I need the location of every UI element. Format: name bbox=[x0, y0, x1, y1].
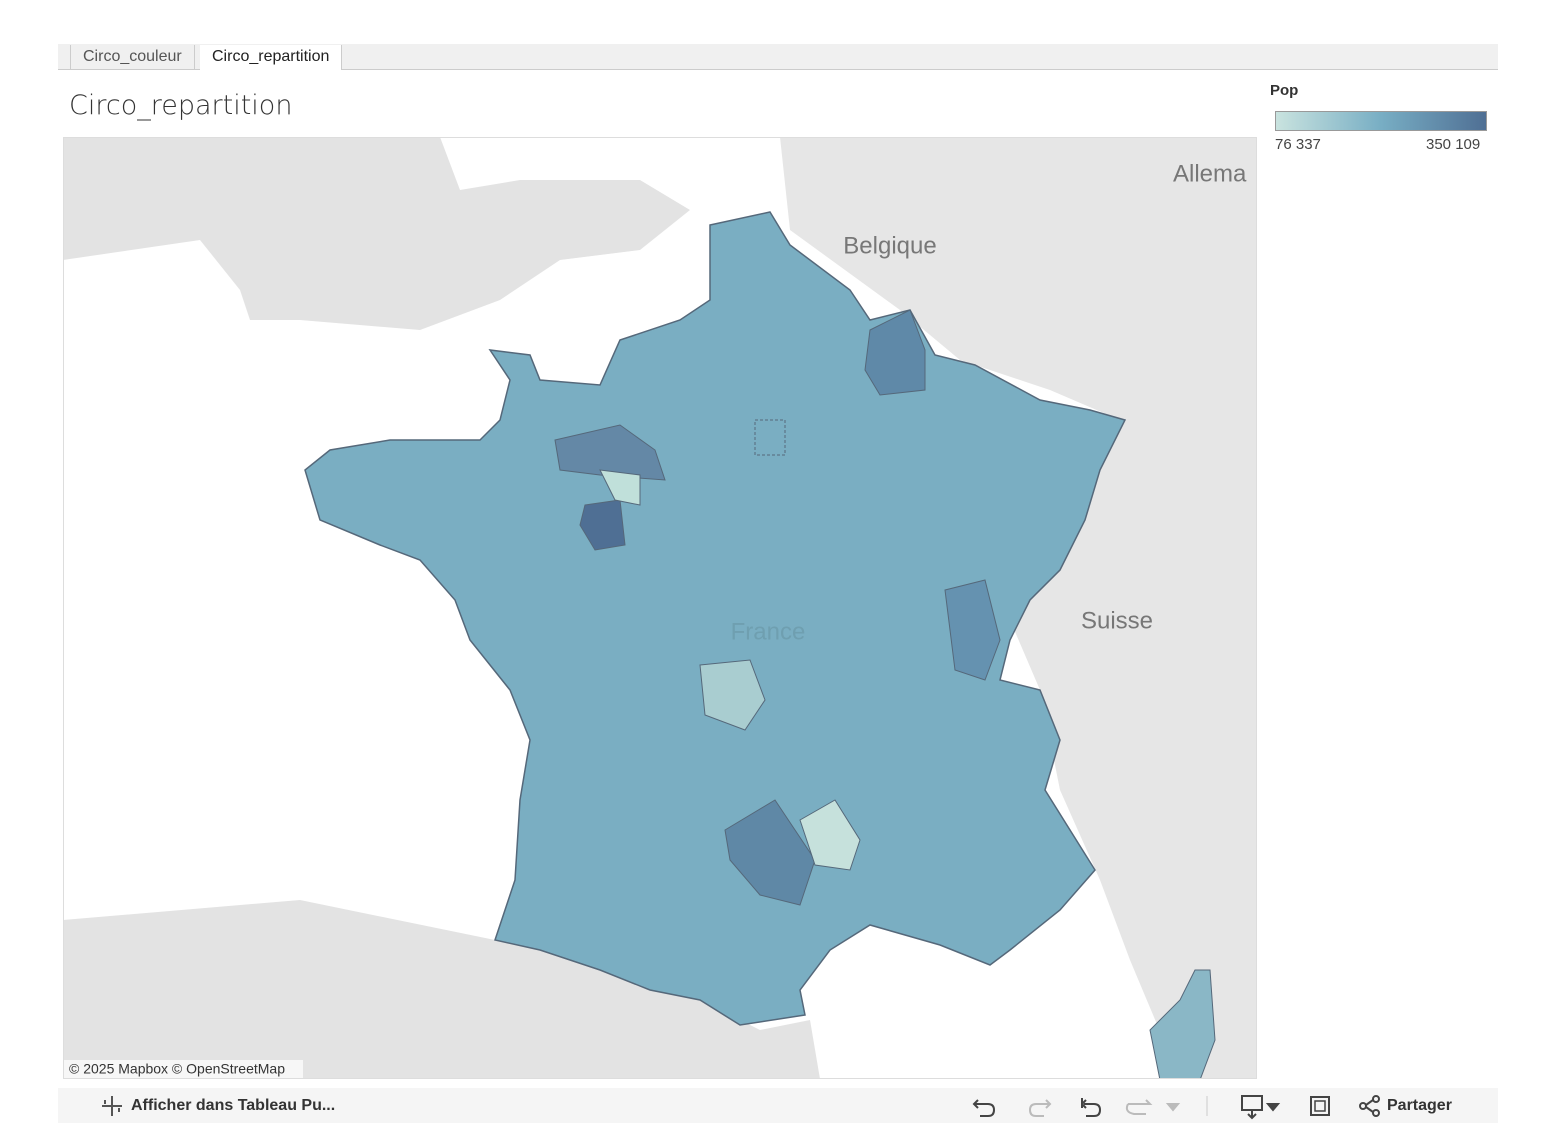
attribution-bg bbox=[63, 1060, 303, 1079]
open-in-public[interactable]: Afficher dans Tableau Pu... bbox=[131, 1097, 336, 1114]
france-regions bbox=[304, 211, 1127, 1026]
map-label: France bbox=[731, 618, 806, 645]
region-light bbox=[799, 799, 861, 871]
map-label: Allema bbox=[1173, 160, 1247, 187]
legend-min: 76 337 bbox=[1275, 136, 1321, 153]
tab[interactable]: Circo_couleur bbox=[70, 45, 195, 69]
region-light bbox=[699, 659, 766, 731]
land-europe bbox=[780, 137, 1257, 1079]
region-dark bbox=[724, 799, 816, 906]
region-dark bbox=[554, 424, 666, 481]
map-label: Belgique bbox=[843, 232, 936, 259]
legend-title: Pop bbox=[1270, 82, 1299, 99]
toolbar-icons bbox=[972, 1095, 1281, 1120]
map-label: Suisse bbox=[1081, 607, 1153, 634]
legend-max: 350 109 bbox=[1426, 136, 1481, 153]
region-light bbox=[599, 469, 641, 506]
region-dark bbox=[864, 309, 926, 396]
paris bbox=[754, 419, 786, 456]
land-spain bbox=[63, 900, 820, 1079]
land-uk bbox=[63, 137, 690, 330]
region-dark bbox=[944, 579, 1001, 681]
toolbar bbox=[58, 1088, 1498, 1123]
legend-ramp bbox=[1275, 111, 1487, 131]
tab[interactable]: Circo_repartition bbox=[200, 45, 343, 70]
sheet-title: Circo_repartition bbox=[69, 90, 293, 121]
corsica bbox=[1149, 969, 1216, 1079]
map-border bbox=[63, 137, 1257, 1079]
fullscreen-icon[interactable] bbox=[1308, 1094, 1332, 1118]
share-button[interactable]: Partager bbox=[1387, 1097, 1452, 1114]
map[interactable]: Belgique Allema Suisse France © 2025 Map… bbox=[63, 137, 1257, 1079]
region-dark bbox=[579, 499, 626, 551]
attribution[interactable]: © 2025 Mapbox © OpenStreetMap bbox=[69, 1061, 285, 1077]
share-icon[interactable] bbox=[1358, 1094, 1382, 1118]
tableau-icon bbox=[102, 1096, 122, 1116]
